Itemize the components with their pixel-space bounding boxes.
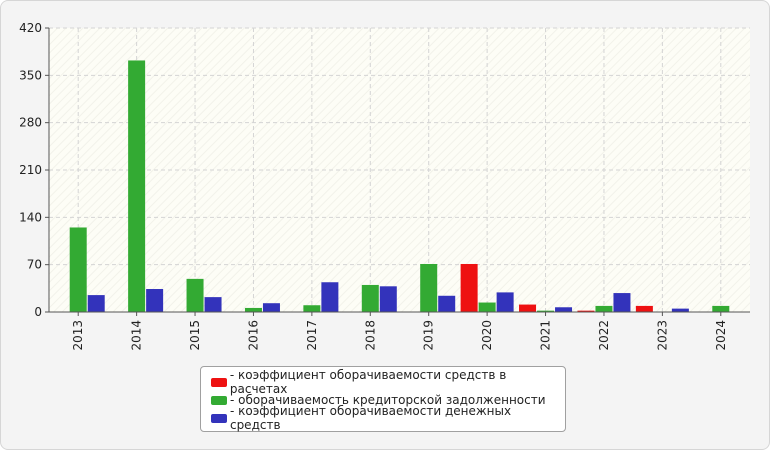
bar <box>321 282 339 312</box>
bar <box>519 304 537 312</box>
x-tick-label: 2013 <box>71 320 85 351</box>
legend: - коэффициент оборачиваемости средств в … <box>200 366 566 432</box>
x-tick-label: 2020 <box>480 320 494 351</box>
bar <box>87 295 105 312</box>
x-tick-label: 2018 <box>363 320 377 351</box>
legend-item: - коэффициент оборачиваемости средств в … <box>211 368 565 396</box>
bar <box>361 284 379 312</box>
bar <box>712 305 730 312</box>
legend-swatch-red <box>211 377 227 387</box>
y-tick-label: 140 <box>19 210 42 224</box>
x-tick-label: 2019 <box>422 320 436 351</box>
y-tick-label: 0 <box>34 305 42 319</box>
x-tick-label: 2021 <box>539 320 553 351</box>
y-tick-label: 280 <box>19 116 42 130</box>
legend-item: - оборачиваемость кредиторской задолженн… <box>211 391 565 409</box>
bar <box>69 227 87 312</box>
legend-swatch-green <box>211 395 227 405</box>
bar <box>128 60 146 313</box>
bar <box>303 305 321 312</box>
bar <box>460 263 478 312</box>
x-tick-label: 2023 <box>655 320 669 351</box>
bar <box>420 263 438 312</box>
bar <box>635 305 653 312</box>
bar <box>262 303 280 312</box>
x-tick-label: 2016 <box>246 320 260 351</box>
bar <box>186 278 204 312</box>
y-tick-label: 210 <box>19 163 42 177</box>
bar <box>555 307 573 312</box>
bar <box>379 286 397 312</box>
x-tick-label: 2017 <box>305 320 319 351</box>
bar <box>577 310 595 312</box>
bar <box>671 308 689 312</box>
bar <box>204 297 222 312</box>
bar <box>595 305 613 312</box>
bar <box>478 302 496 312</box>
legend-label: - оборачиваемость кредиторской задолженн… <box>230 393 546 407</box>
legend-item: - коэффициент оборачиваемости денежных с… <box>211 404 565 432</box>
legend-label: - коэффициент оборачиваемости денежных с… <box>229 404 512 432</box>
y-tick-label: 350 <box>19 68 42 82</box>
legend-label: - коэффициент оборачиваемости средств в … <box>229 368 507 396</box>
bar <box>537 310 555 312</box>
bar <box>146 289 164 312</box>
bar <box>244 307 262 312</box>
x-tick-label: 2015 <box>188 320 202 351</box>
y-tick-label: 70 <box>27 258 42 272</box>
bar <box>613 293 631 312</box>
bar <box>496 292 514 312</box>
y-tick-label: 420 <box>19 21 42 35</box>
legend-swatch-blue <box>211 413 227 423</box>
x-tick-label: 2022 <box>597 320 611 351</box>
bar <box>438 295 456 312</box>
x-tick-label: 2024 <box>714 320 728 351</box>
x-tick-label: 2014 <box>130 320 144 351</box>
